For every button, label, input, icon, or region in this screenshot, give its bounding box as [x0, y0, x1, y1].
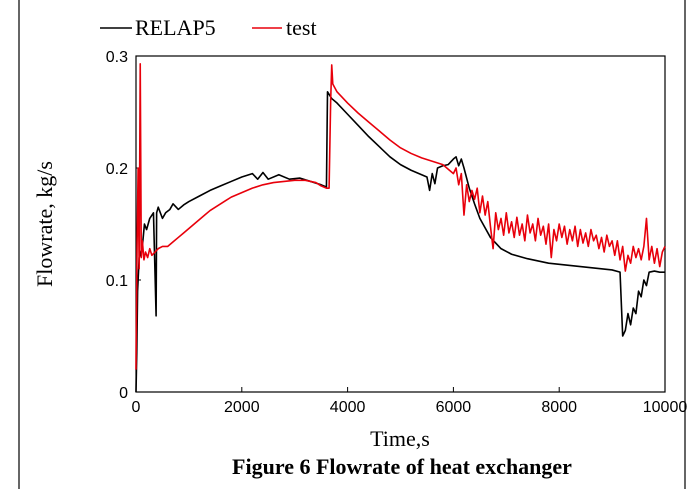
y-tick-label: 0.3 [106, 49, 128, 66]
y-axis-label: Flowrate, kg/s [32, 161, 57, 287]
legend-label-relap5: RELAP5 [135, 15, 216, 40]
y-tick-label: 0.1 [106, 273, 128, 290]
series-line-test [135, 63, 666, 370]
x-axis-label: Time,s [370, 426, 430, 451]
legend: RELAP5 test [100, 15, 317, 40]
axis-ticks: 0 2000 4000 6000 8000 10000 0 0.1 0.2 0.3 [106, 49, 688, 416]
legend-label-test: test [286, 15, 317, 40]
figure-caption: Figure 6 Flowrate of heat exchanger [232, 454, 572, 479]
plot-area [135, 55, 666, 393]
x-tick-label: 4000 [330, 399, 366, 416]
x-tick-label: 10000 [643, 399, 688, 416]
x-tick-label: 8000 [541, 399, 577, 416]
series-line-relap5 [135, 91, 665, 393]
x-tick-label: 0 [132, 399, 141, 416]
x-tick-label: 6000 [436, 399, 472, 416]
series-group [135, 63, 666, 393]
x-tick-label: 2000 [224, 399, 260, 416]
y-tick-label: 0 [119, 385, 128, 402]
y-tick-label: 0.2 [106, 161, 128, 178]
